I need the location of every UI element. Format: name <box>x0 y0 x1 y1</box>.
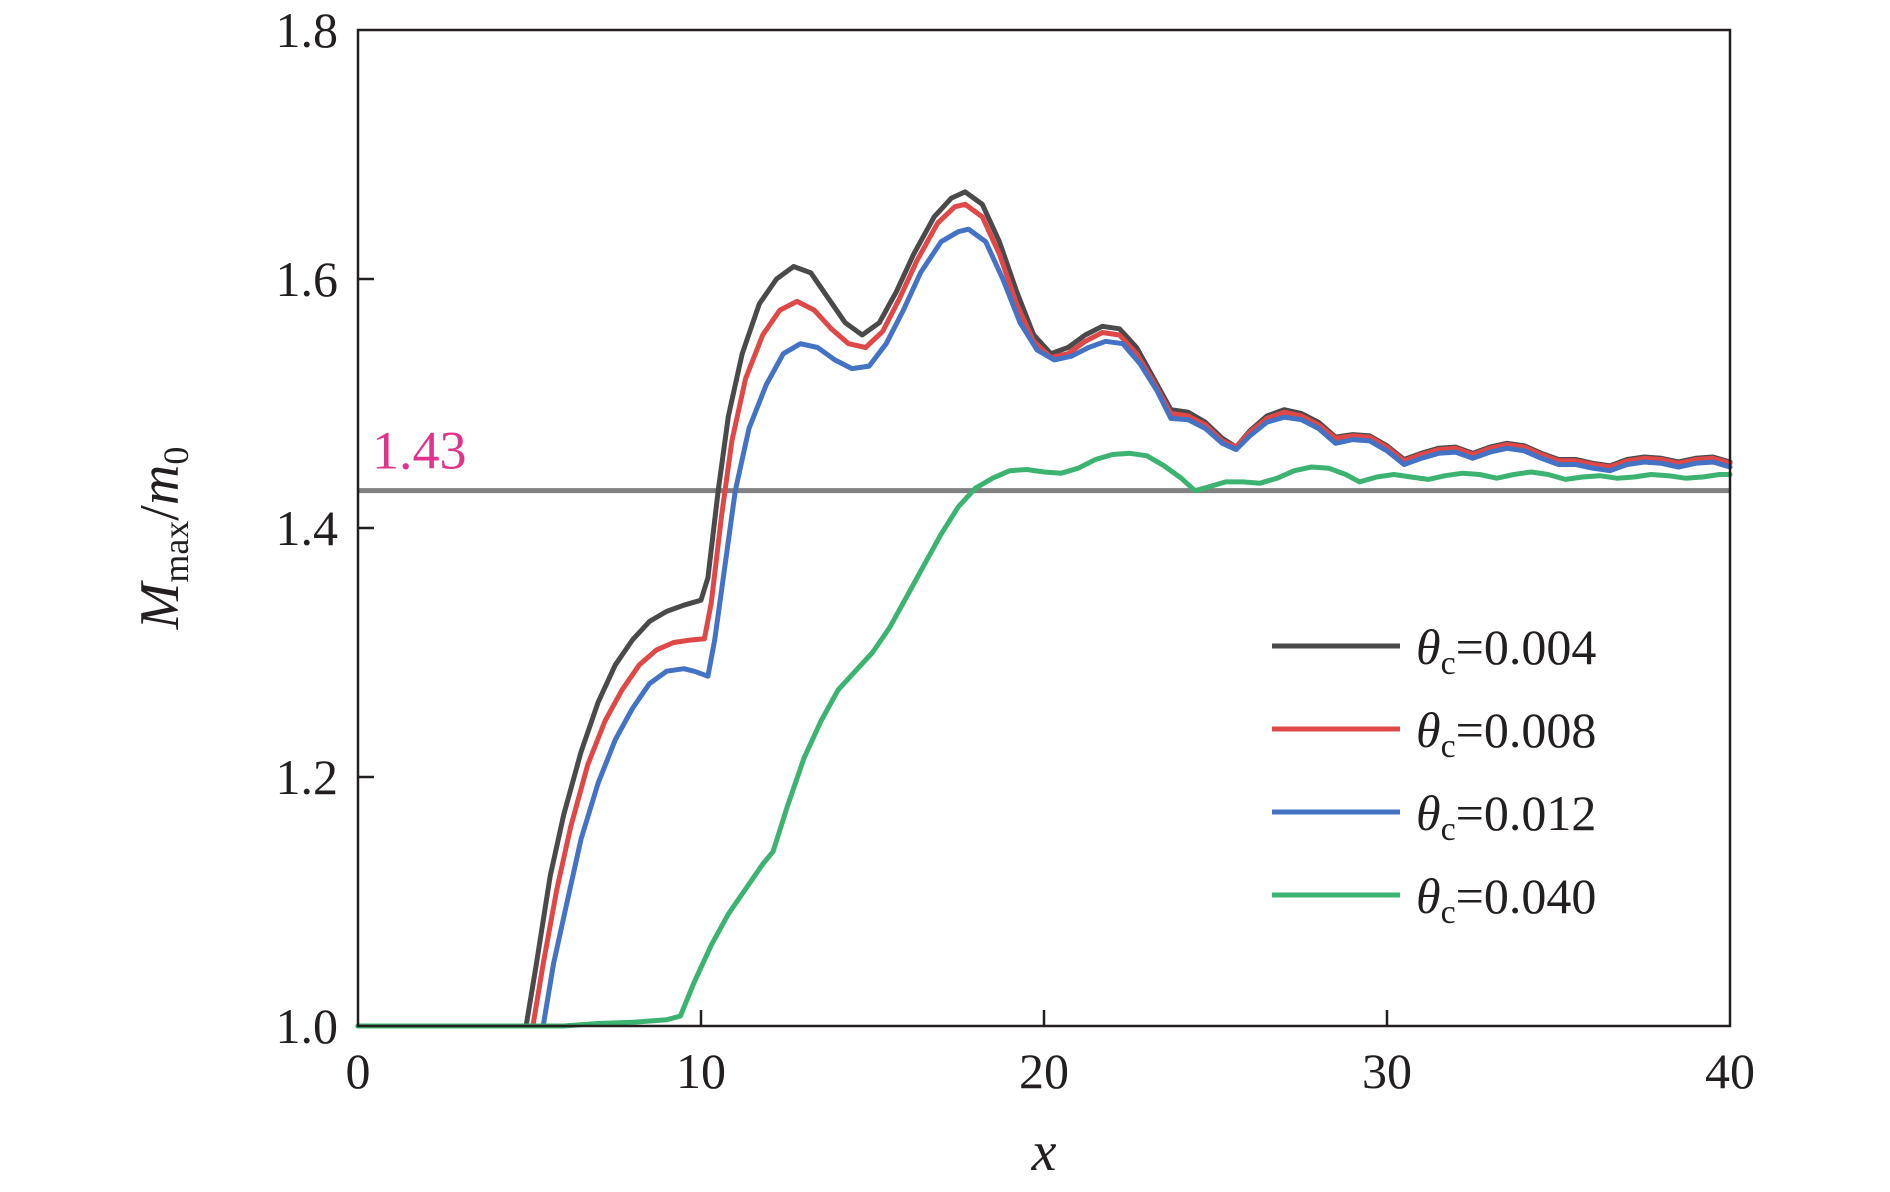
legend-label-1: θc=0.004 <box>1416 619 1596 682</box>
y-tick-label: 1.8 <box>276 2 339 58</box>
y-tick-label: 1.4 <box>276 500 339 556</box>
legend: θc=0.004 θc=0.008 θc=0.012 θc=0.040 <box>1272 619 1596 931</box>
y-axis-label-separator: / <box>129 505 191 521</box>
y-axis-label-main: M <box>129 579 191 630</box>
reference-line-label: 1.43 <box>372 421 467 481</box>
y-axis-label: Mmax/m0 <box>129 447 196 631</box>
series-group <box>355 189 1733 1029</box>
y-axis-label-denominator-subscript: 0 <box>156 447 196 465</box>
y-tick-label: 1.0 <box>276 998 339 1054</box>
y-tick-label: 1.2 <box>276 749 339 805</box>
y-tick-label: 1.6 <box>276 251 339 307</box>
x-tick-label: 20 <box>1019 1043 1069 1099</box>
x-tick-label: 40 <box>1705 1043 1755 1099</box>
axis-ticks: 0 10 20 30 40 1.0 1.2 1.4 1.6 1.8 <box>276 2 1756 1099</box>
x-tick-label: 10 <box>676 1043 726 1099</box>
legend-label-4: θc=0.040 <box>1416 868 1596 931</box>
legend-label-3: θc=0.012 <box>1416 785 1596 848</box>
legend-label-2: θc=0.008 <box>1416 702 1596 765</box>
y-axis-label-denominator: m <box>129 465 191 505</box>
series-line-2 <box>355 201 1733 1029</box>
x-tick-label: 0 <box>346 1043 371 1099</box>
series-line-3 <box>355 226 1733 1029</box>
x-tick-label: 30 <box>1362 1043 1412 1099</box>
x-axis-label: x <box>1031 1121 1057 1183</box>
y-axis-label-subscript: max <box>156 521 196 583</box>
series-line-4 <box>355 450 1733 1029</box>
